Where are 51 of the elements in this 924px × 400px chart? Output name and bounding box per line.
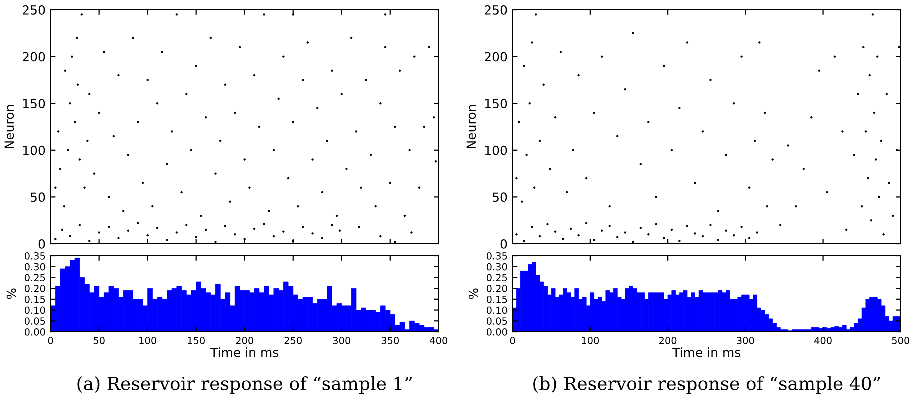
- x-tick-label: 100: [582, 337, 600, 344]
- x-tick-label: 350: [382, 337, 400, 344]
- x-tick-label: 250: [284, 337, 302, 344]
- y-axis-title: %: [468, 288, 478, 300]
- y-tick-label: 0.20: [24, 285, 46, 292]
- y-tick-label: 0.25: [486, 274, 508, 282]
- y-tick-label: 250: [485, 5, 508, 15]
- y-tick-label: 0.30: [486, 263, 508, 271]
- y-tick-label: 0.35: [24, 252, 46, 260]
- y-tick-label: 150: [23, 99, 46, 109]
- text: (a) Reservoir response of “sample 1”: [78, 376, 412, 394]
- y-tick-label: 0.35: [486, 252, 508, 260]
- y-axis-title: %: [6, 288, 16, 300]
- x-tick-label: 0: [48, 337, 54, 344]
- x-tick-label: 300: [333, 337, 351, 344]
- y-tick-label: 100: [485, 146, 508, 156]
- y-tick-label: 100: [23, 146, 46, 156]
- x-tick-label: 300: [737, 337, 754, 344]
- x-tick-label: 50: [94, 337, 105, 344]
- y-tick-label: 0.05: [486, 318, 508, 325]
- y-tick-label: 0.00: [24, 328, 46, 336]
- y-tick-label: 0.15: [486, 296, 508, 304]
- x-tick-label: 200: [236, 337, 254, 344]
- y-tick-label: 0.10: [24, 306, 46, 314]
- x-axis-title: Time in ms: [210, 348, 279, 358]
- y-axis-title: Neuron: [466, 105, 476, 148]
- y-tick-label: 0.15: [24, 296, 46, 304]
- x-tick-label: 150: [188, 337, 205, 344]
- y-tick-label: 0.10: [486, 306, 508, 314]
- x-tick-label: 200: [659, 337, 677, 344]
- y-tick-label: 0.00: [486, 328, 508, 336]
- y-tick-label: 250: [23, 5, 46, 15]
- y-tick-label: 0.25: [24, 274, 46, 282]
- x-tick-label: 500: [892, 337, 910, 344]
- y-tick-label: 200: [485, 52, 508, 62]
- y-axis-title: Neuron: [4, 105, 14, 148]
- y-tick-label: 0.30: [24, 263, 46, 271]
- text: (b) Reservoir response of “sample 40”: [534, 376, 880, 394]
- y-tick-label: 200: [23, 52, 46, 62]
- y-tick-label: 0.20: [486, 285, 508, 292]
- x-tick-label: 100: [140, 337, 156, 344]
- y-tick-label: 50: [493, 192, 508, 202]
- y-tick-label: 0.05: [24, 318, 46, 325]
- x-tick-label: 400: [814, 337, 832, 344]
- y-tick-label: 0: [500, 239, 508, 249]
- x-tick-label: 400: [430, 337, 448, 344]
- y-tick-label: 150: [485, 99, 508, 109]
- x-axis-title: Time in ms: [672, 348, 741, 358]
- y-tick-label: 0: [38, 239, 46, 249]
- x-tick-label: 0: [510, 337, 516, 344]
- y-tick-label: 50: [31, 192, 46, 202]
